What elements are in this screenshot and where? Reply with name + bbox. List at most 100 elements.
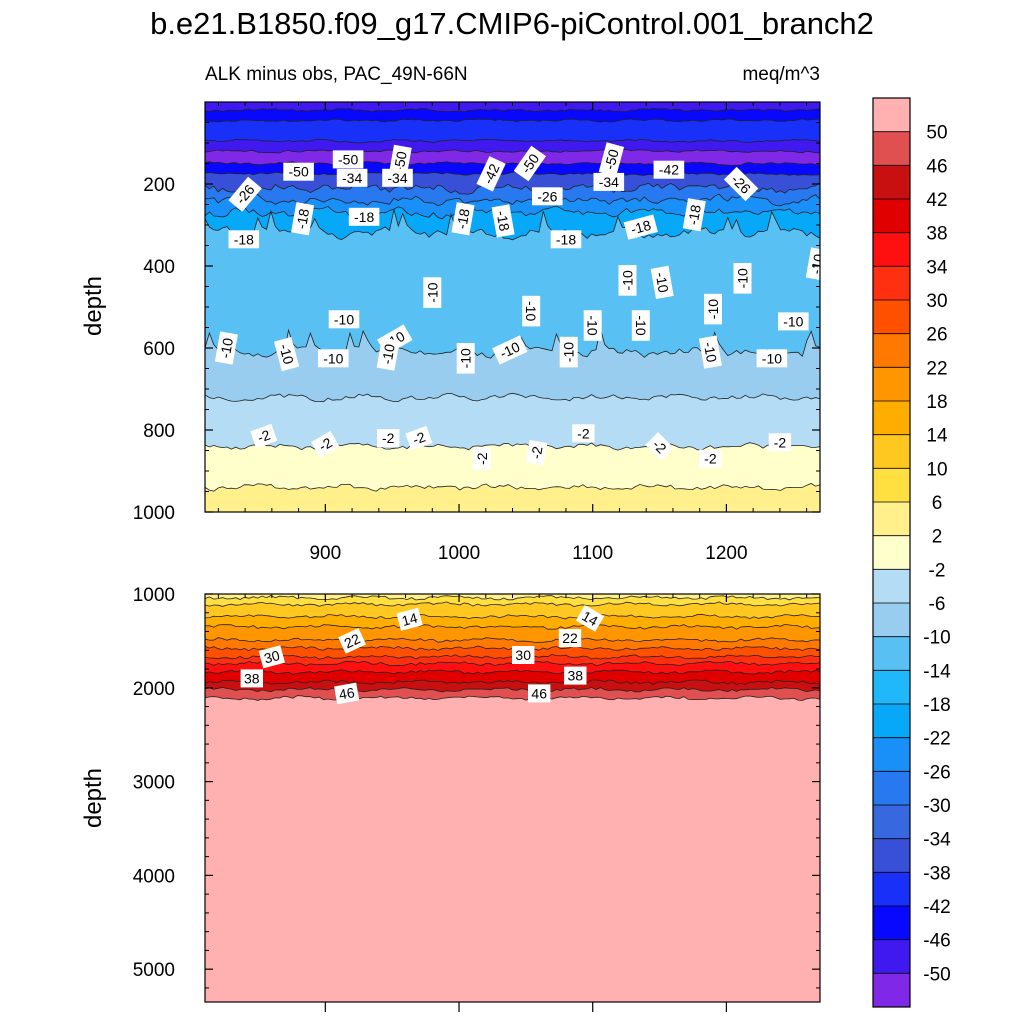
contour-line (205, 679, 820, 685)
contour-label-box (451, 202, 475, 236)
contour-label: -34 (382, 168, 413, 187)
contour-label-box (250, 423, 278, 449)
colorbar-swatch (873, 468, 910, 503)
colorbar-label: -46 (923, 931, 950, 952)
contour-line (205, 193, 820, 207)
contour-band (205, 108, 820, 123)
colorbar-swatch (873, 569, 910, 604)
contour-label-box (476, 156, 506, 192)
y-tick-label: 600 (143, 339, 175, 360)
contour-line (205, 613, 820, 620)
colorbar-swatch (873, 502, 910, 536)
contour-label-box (382, 168, 413, 187)
contour-label: -10 (423, 277, 442, 308)
colorbar-label: 34 (926, 257, 948, 278)
contour-label-text: 22 (342, 630, 363, 651)
contour-label-box (645, 432, 674, 461)
contour-label-box (376, 337, 400, 371)
colorbar-label: -38 (923, 863, 950, 884)
contour-label-text: -2 (382, 430, 395, 446)
contour-label-text: -34 (342, 170, 362, 186)
contour-band (205, 442, 820, 492)
colorbar-label: 42 (926, 190, 947, 211)
contour-label-box (338, 628, 367, 654)
contour-line (205, 695, 820, 701)
contour-label-text: -18 (556, 231, 576, 247)
contour-label-text: -10 (334, 311, 354, 327)
contour-label: -10 (456, 342, 475, 374)
colorbar-swatch (873, 434, 910, 469)
colorbar-label: 50 (926, 123, 947, 144)
contour-label-text: -42 (480, 161, 503, 186)
x-tick-label: 1000 (438, 543, 480, 564)
contour-label-box (682, 198, 706, 232)
contour-label-text: -10 (379, 343, 398, 366)
contour-label-text: -2 (528, 445, 546, 460)
contour-label: -10 (214, 331, 238, 365)
contour-label-box (348, 207, 380, 226)
contour-label-text: 46 (531, 685, 547, 701)
contour-label-box (377, 429, 400, 448)
colorbar-swatch (873, 838, 910, 873)
upper-panel: -50 -50 -50 -50-50 -42 -42-34 -34 -34-26 -26-26-… (80, 101, 821, 564)
contour-label-text: -2 (410, 428, 427, 447)
contour-label-text: 30 (262, 647, 281, 667)
contour-label: -18 (348, 207, 380, 226)
contour-line (205, 595, 820, 601)
contour-label-box (405, 425, 433, 451)
contour-label-text: -10 (633, 315, 649, 335)
contour-label-text: 14 (579, 608, 601, 630)
panel-subtitle: ALK minus obs, PAC_49N-66N (205, 64, 468, 85)
y-tick-label: 200 (143, 175, 175, 196)
contour-label: -10 (522, 295, 541, 327)
contour-label-text: -2 (255, 426, 272, 445)
contour-label-box (491, 204, 515, 238)
contour-band (205, 595, 820, 607)
contour-label-text: 46 (338, 684, 356, 702)
contour-label: -10 (805, 247, 820, 281)
contour-label-box (423, 277, 442, 308)
contour-label: 30 (258, 645, 285, 669)
colorbar-label: 26 (926, 325, 947, 346)
contour-label-text: -50 (391, 150, 410, 173)
colorbar-swatch (873, 367, 910, 402)
contour-label-box (723, 166, 759, 202)
contour-line (205, 686, 820, 693)
contour-label: -2 (699, 449, 722, 468)
contour-label-box (623, 214, 658, 240)
contour-label-text: -10 (458, 348, 474, 368)
colorbar-label: -18 (923, 695, 950, 716)
colorbar-label: 22 (926, 358, 947, 379)
contour-label: -42 (476, 156, 506, 192)
contour-label-text: -2 (704, 451, 717, 467)
contour-label-box (559, 336, 578, 368)
contour-label-text: -10 (762, 350, 782, 366)
contour-label: 46 (528, 684, 551, 703)
contour-label-text: 14 (400, 610, 419, 630)
contour-label-text: -10 (523, 301, 539, 321)
contour-line (205, 637, 820, 643)
contour-label: -34 (336, 168, 368, 187)
contour-label-box (328, 310, 360, 329)
colorbar-swatch (873, 131, 910, 166)
contour-label-box (522, 295, 541, 327)
contour-label: 22 (558, 629, 582, 648)
contour-label: -42 (653, 160, 685, 179)
contour-label-box (756, 349, 788, 368)
contour-line (205, 107, 820, 113)
contour-line (205, 392, 820, 403)
colorbar-label: -42 (923, 897, 950, 918)
colorbar-label: -22 (923, 729, 950, 750)
colorbar-swatch (873, 232, 910, 267)
colorbar-swatch (873, 771, 910, 806)
contour-label-box (472, 447, 491, 470)
contour-band (205, 687, 820, 701)
colorbar-label: 18 (926, 392, 947, 413)
colorbar-label: -26 (923, 762, 950, 783)
y-tick-label: 800 (143, 421, 175, 442)
contour-label: -2 (250, 423, 278, 449)
colorbar-swatch (873, 737, 910, 772)
contour-label-text: -10 (217, 336, 236, 359)
contour-label-box (699, 449, 722, 468)
contour-label: -10 (733, 262, 752, 294)
